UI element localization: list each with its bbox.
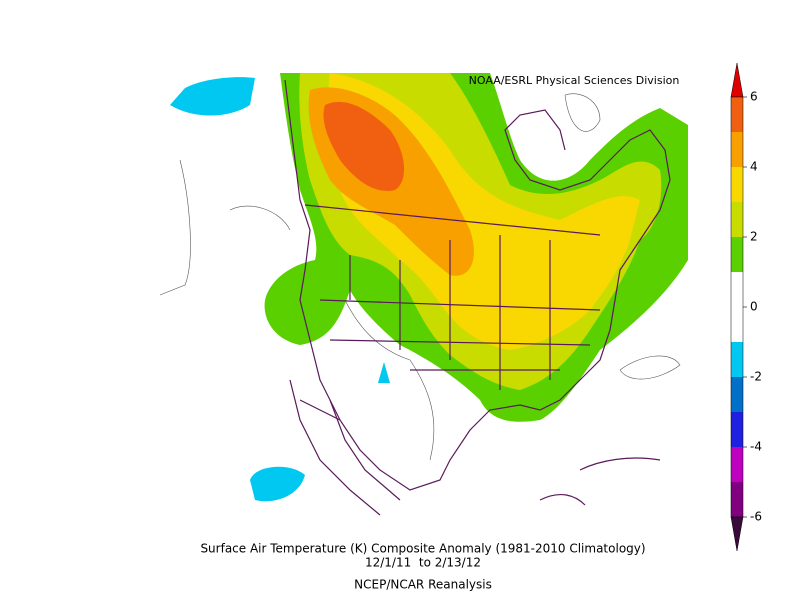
colorbar-box (731, 342, 743, 377)
colorbar-box (731, 377, 743, 412)
caption-source: NCEP/NCAR Reanalysis (354, 578, 492, 592)
colorbar-box (731, 132, 743, 167)
credit: NOAA/ESRL Physical Sciences Division (469, 74, 680, 87)
colorbar-tick-label: 0 (750, 300, 758, 314)
colorbar-tick-label: -4 (750, 440, 762, 454)
colorbar-box (731, 202, 743, 237)
borders (299, 204, 661, 506)
colorbar-tick-label: 6 (750, 90, 758, 104)
coastline (284, 79, 671, 491)
colorbar-over (730, 62, 744, 98)
colorbar-tick-label: 2 (750, 230, 758, 244)
colorbar-box (731, 482, 743, 517)
map (159, 73, 688, 516)
mexico-coast (289, 379, 401, 516)
contour (159, 93, 681, 461)
colorbar-box (731, 167, 743, 202)
colorbar-tick-label: 4 (750, 160, 758, 174)
colorbar-box (731, 97, 743, 132)
anomaly-cyan (250, 466, 305, 502)
colorbar-box (731, 272, 743, 342)
colorbar-tick-label: -2 (750, 370, 762, 384)
colorbar-box (731, 237, 743, 272)
colorbar (730, 62, 744, 552)
colorbar-tick-label: -6 (750, 510, 762, 524)
caption-title: Surface Air Temperature (K) Composite An… (200, 542, 645, 556)
caption-dates: 12/1/11 to 2/13/12 (365, 556, 481, 570)
anomaly-cyan (170, 77, 255, 116)
colorbar-under (730, 516, 744, 552)
anomaly-cyan (378, 362, 390, 383)
colorbar-box (731, 447, 743, 482)
colorbar-box (731, 412, 743, 447)
anomaly-dark-orange (323, 101, 405, 191)
